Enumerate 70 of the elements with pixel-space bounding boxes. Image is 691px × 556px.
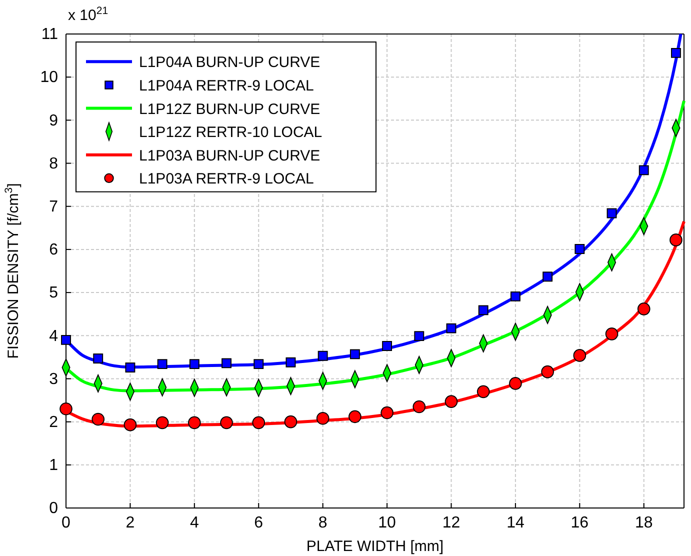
point: [671, 48, 681, 58]
point: [574, 244, 585, 254]
point: [637, 302, 650, 316]
point: [380, 406, 394, 420]
x-tick-label: 4: [190, 514, 199, 532]
y-tick-label: 2: [49, 414, 58, 431]
point: [316, 412, 330, 425]
y-tick-label: 5: [49, 284, 58, 302]
point: [220, 416, 233, 430]
legend-label: L1P03A BURN-UP CURVE: [139, 147, 320, 164]
point: [92, 412, 105, 426]
point: [189, 359, 200, 370]
point: [286, 357, 296, 368]
point: [60, 402, 72, 416]
point: [412, 400, 426, 414]
text: x 10$^{21}$: [68, 5, 108, 24]
point: [478, 305, 488, 316]
point: [188, 416, 201, 430]
point: [318, 350, 328, 361]
y-tick-label: 11: [41, 26, 58, 44]
x-tick-label: 14: [506, 514, 524, 532]
point: [61, 334, 71, 345]
point: [541, 365, 554, 378]
legend-label: L1P12Z BURN-UP CURVE: [139, 100, 320, 118]
point: [605, 328, 618, 340]
legend-label: L1P04A RERTR-9 LOCAL: [139, 77, 314, 94]
point: [638, 165, 649, 176]
y-tick-label: 3: [49, 370, 58, 388]
legend-label: L1P12Z RERTR-10 LOCAL: [139, 124, 322, 142]
point: [348, 410, 362, 424]
point: [476, 385, 490, 398]
point: [382, 341, 392, 351]
x-tick-label: 12: [442, 514, 460, 532]
y-tick-label: 4: [49, 328, 58, 345]
point: [606, 208, 617, 218]
x-tick-label: 16: [570, 514, 589, 532]
legend-label: L1P04A BURN-UP CURVE: [139, 54, 320, 72]
x-tick-label: 8: [318, 514, 328, 532]
x-tick-label: 0: [62, 514, 71, 532]
point: [156, 416, 169, 430]
point: [284, 415, 298, 428]
x-tick-label: 6: [254, 514, 264, 532]
y-tick-label: 6: [49, 242, 58, 259]
point: [509, 377, 522, 390]
y-tick-label: 9: [49, 112, 58, 130]
y-tick-label: 7: [49, 198, 58, 216]
legend-label: L1P03A RERTR-9 LOCAL: [139, 170, 314, 188]
point: [157, 359, 168, 370]
point: [510, 291, 520, 302]
point: [444, 395, 458, 408]
y-tick-label: 10: [40, 69, 58, 86]
point: [542, 272, 553, 282]
point: [93, 354, 104, 364]
point: [446, 323, 456, 334]
point: [125, 362, 136, 372]
point: [124, 418, 137, 432]
y-tick-label: 1: [49, 457, 58, 474]
point: [670, 234, 682, 246]
point: [222, 358, 232, 368]
point: [252, 416, 266, 430]
x-tick-label: 18: [634, 514, 653, 532]
x-axis-title: PLATE WIDTH [mm]: [306, 538, 444, 555]
point: [573, 349, 586, 362]
y-tick-label: 8: [49, 155, 58, 172]
x-tick-label: 2: [126, 514, 135, 532]
y-tick-label: 0: [49, 500, 58, 518]
point: [350, 349, 360, 360]
point: [414, 331, 424, 342]
x-tick-label: 10: [378, 514, 396, 532]
point: [254, 359, 264, 370]
